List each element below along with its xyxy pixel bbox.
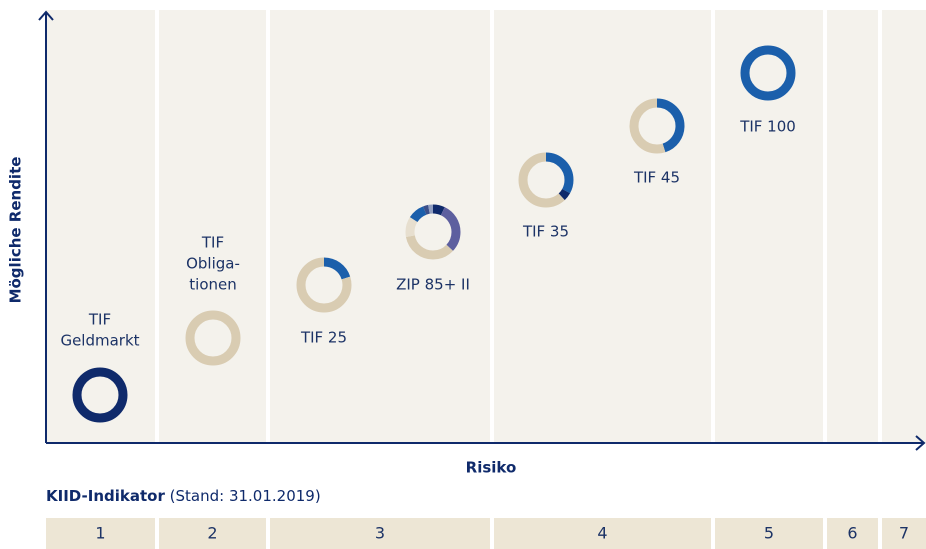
donut-segment	[405, 204, 461, 260]
kiid-class: 5	[764, 524, 774, 543]
kiid-box	[46, 518, 155, 549]
fund-label: TIF	[201, 234, 224, 252]
kiid-box	[827, 518, 878, 549]
kiid-box	[882, 518, 926, 549]
fund-label: Geldmarkt	[60, 332, 139, 350]
donut-segment	[629, 98, 685, 154]
kiid-note: (Stand: 31.01.2019)	[170, 487, 321, 505]
kiid-box	[715, 518, 823, 549]
kiid-class: 7	[899, 524, 909, 543]
donut-segment	[740, 45, 796, 101]
fund-label: TIF 100	[739, 118, 796, 136]
separators	[155, 10, 882, 443]
kiid-box	[159, 518, 266, 549]
kiid-class: 1	[95, 524, 105, 543]
fund-label: ZIP 85+ II	[396, 276, 470, 294]
fund-label: TIF 45	[633, 169, 680, 187]
donut-segment	[405, 204, 461, 260]
kiid-class: 4	[597, 524, 607, 543]
fund-label: tionen	[189, 276, 236, 294]
donut-segment	[185, 310, 241, 366]
kiid-box	[494, 518, 711, 549]
x-axis-label: Risiko	[466, 459, 517, 477]
donut-segment	[518, 152, 574, 208]
kiid-class: 3	[375, 524, 385, 543]
kiid-title: KIID-Indikator	[46, 487, 165, 505]
kiid-heading: KIID-Indikator (Stand: 31.01.2019)	[46, 487, 321, 505]
fund-label: Obliga-	[186, 255, 240, 273]
kiid-box	[270, 518, 490, 549]
donut-segment	[296, 257, 352, 313]
fund-label: TIF	[88, 311, 111, 329]
donut-segment	[405, 204, 461, 260]
y-axis-label: Mögliche Rendite	[7, 157, 25, 304]
axes	[38, 10, 926, 451]
fund-label: TIF 35	[522, 223, 569, 241]
donut-segment	[72, 367, 128, 423]
kiid-class: 6	[847, 524, 857, 543]
plot-bg	[46, 10, 926, 443]
fund-label: TIF 25	[300, 329, 347, 347]
donut-segment	[405, 204, 461, 260]
kiid-class: 2	[207, 524, 217, 543]
